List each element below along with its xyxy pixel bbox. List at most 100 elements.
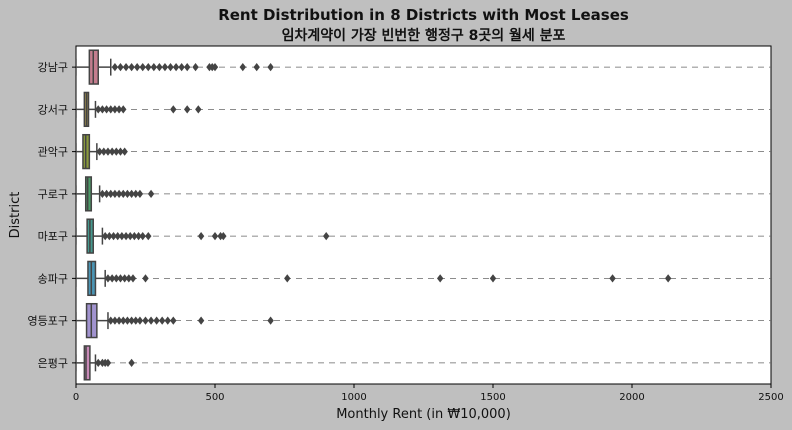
outlier-point bbox=[108, 274, 116, 283]
outlier-point bbox=[267, 316, 274, 325]
outlier-point bbox=[145, 231, 152, 241]
outlier-point bbox=[103, 189, 110, 199]
outlier-point bbox=[253, 62, 260, 72]
x-tick-label: 0 bbox=[73, 392, 79, 403]
y-axis-label: District bbox=[8, 192, 23, 239]
outlier-point bbox=[197, 231, 205, 241]
outlier-point bbox=[99, 105, 106, 114]
outlier-point bbox=[664, 274, 672, 283]
x-axis-label: Monthly Rent (in ₩10,000) bbox=[336, 407, 511, 422]
outlier-point bbox=[113, 147, 120, 156]
outlier-point bbox=[103, 105, 110, 114]
outlier-point bbox=[139, 62, 146, 72]
outlier-point bbox=[170, 105, 177, 114]
chart-subtitle: 임차계약이 가장 빈번한 행정구 8곳의 월세 분포 bbox=[281, 28, 566, 44]
y-tick-label: 송파구 bbox=[38, 272, 68, 285]
outlier-point bbox=[111, 316, 119, 325]
y-tick-label: 은평구 bbox=[38, 357, 68, 370]
outlier-point bbox=[117, 62, 124, 72]
outlier-point bbox=[147, 189, 155, 199]
x-tick-label: 500 bbox=[205, 392, 224, 403]
outlier-point bbox=[115, 189, 123, 199]
outlier-point bbox=[117, 274, 124, 283]
outlier-point bbox=[122, 231, 130, 241]
outlier-point bbox=[95, 358, 102, 368]
outlier-point bbox=[136, 316, 144, 325]
outlier-point bbox=[120, 105, 127, 114]
outlier-point bbox=[195, 105, 202, 114]
outlier-point bbox=[172, 62, 180, 72]
box-group bbox=[75, 302, 274, 339]
outlier-point bbox=[115, 316, 123, 325]
chart-title: Rent Distribution in 8 Districts with Mo… bbox=[218, 6, 629, 24]
outlier-point bbox=[104, 147, 112, 156]
outlier-point bbox=[197, 316, 205, 325]
outlier-point bbox=[489, 274, 497, 283]
outlier-point bbox=[132, 189, 139, 199]
outlier-point bbox=[106, 231, 113, 241]
outlier-point bbox=[220, 231, 227, 241]
outlier-point bbox=[184, 105, 191, 114]
grid-lines bbox=[76, 66, 771, 364]
box-group bbox=[75, 218, 330, 254]
x-tick-label: 1500 bbox=[480, 392, 505, 403]
outlier-point bbox=[128, 316, 135, 325]
outlier-point bbox=[133, 62, 141, 72]
outlier-point bbox=[120, 316, 127, 325]
box-group bbox=[75, 176, 155, 212]
outlier-point bbox=[104, 358, 112, 368]
outlier-point bbox=[111, 105, 119, 114]
y-tick-label: 강남구 bbox=[38, 61, 68, 74]
outlier-point bbox=[323, 231, 330, 241]
outlier-point bbox=[211, 62, 219, 72]
outlier-point bbox=[118, 231, 126, 241]
box-group bbox=[75, 91, 202, 128]
outlier-point bbox=[111, 189, 119, 199]
outlier-point bbox=[129, 274, 137, 283]
outlier-point bbox=[99, 189, 106, 199]
outlier-point bbox=[156, 62, 163, 72]
outlier-point bbox=[107, 316, 114, 325]
outlier-point bbox=[284, 274, 291, 283]
x-tick-label: 2000 bbox=[619, 392, 644, 403]
outlier-point bbox=[95, 105, 102, 114]
box-group bbox=[75, 49, 274, 85]
outlier-point bbox=[127, 231, 134, 241]
box bbox=[83, 345, 91, 381]
outlier-point bbox=[121, 274, 128, 283]
outlier-point bbox=[153, 316, 160, 325]
outlier-point bbox=[107, 105, 114, 114]
outlier-point bbox=[147, 316, 155, 325]
y-tick-label: 영등포구 bbox=[28, 315, 68, 328]
outlier-point bbox=[164, 316, 171, 325]
outlier-point bbox=[136, 189, 144, 199]
y-tick-label: 구로구 bbox=[38, 188, 68, 201]
box-series bbox=[75, 49, 672, 381]
x-axis-ticks: 0 500 1000 1500 2000 2500 bbox=[73, 384, 784, 403]
outlier-point bbox=[128, 62, 135, 72]
outlier-point bbox=[436, 274, 444, 283]
outlier-point bbox=[113, 274, 120, 283]
outlier-point bbox=[609, 274, 616, 283]
outlier-point bbox=[124, 189, 131, 199]
outlier-point bbox=[108, 147, 116, 156]
outlier-point bbox=[239, 62, 246, 72]
outlier-point bbox=[128, 189, 135, 199]
outlier-point bbox=[128, 358, 135, 368]
outlier-point bbox=[124, 316, 131, 325]
outlier-point bbox=[184, 62, 191, 72]
outlier-point bbox=[142, 316, 149, 325]
outlier-point bbox=[170, 316, 177, 325]
outlier-point bbox=[192, 62, 199, 72]
outlier-point bbox=[158, 316, 166, 325]
outlier-point bbox=[117, 147, 124, 156]
outlier-point bbox=[96, 147, 103, 156]
box-group bbox=[75, 260, 672, 297]
outlier-point bbox=[101, 231, 109, 241]
outlier-point bbox=[161, 62, 169, 72]
outlier-point bbox=[104, 274, 112, 283]
outlier-point bbox=[120, 189, 127, 199]
